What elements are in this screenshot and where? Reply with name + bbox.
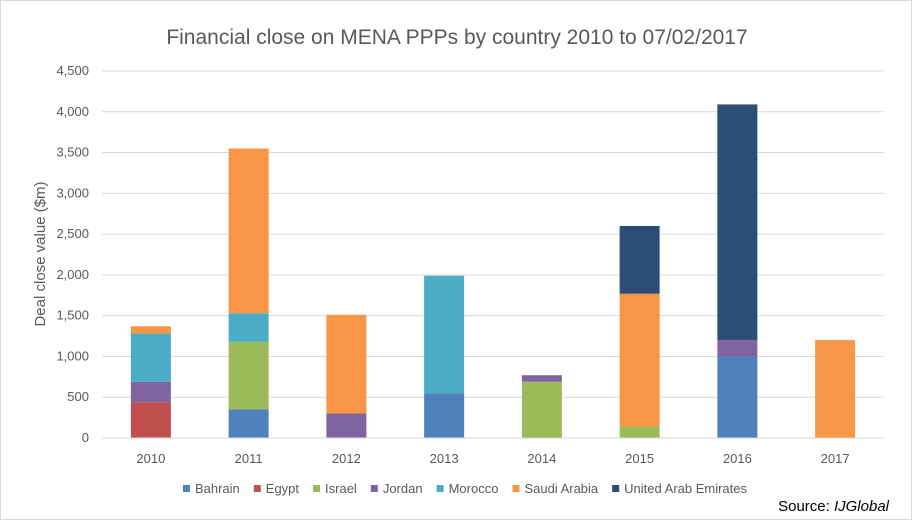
bar-segment xyxy=(228,341,269,410)
bar-segment xyxy=(228,148,269,314)
legend-item: Saudi Arabia xyxy=(512,481,599,496)
y-tick-label: 3,500 xyxy=(56,145,89,160)
legend-label: Jordan xyxy=(383,481,423,496)
x-tick-label: 2010 xyxy=(136,451,165,466)
bar-segment xyxy=(521,375,562,382)
legend-item: Israel xyxy=(313,481,357,496)
source-prefix: Source: xyxy=(778,498,834,515)
bar-segment xyxy=(228,313,269,342)
legend-swatch xyxy=(182,485,190,492)
bar-segment xyxy=(619,293,660,427)
legend-item: United Arab Emirates xyxy=(612,481,748,496)
bar-segment xyxy=(717,340,758,357)
legend-label: United Arab Emirates xyxy=(624,481,747,496)
y-tick-label: 3,000 xyxy=(56,185,89,200)
legend-swatch xyxy=(612,485,620,492)
y-tick-label: 4,000 xyxy=(56,104,89,119)
x-tick-label: 2014 xyxy=(527,451,556,466)
legend-label: Israel xyxy=(325,481,357,496)
chart-title: Financial close on MENA PPPs by country … xyxy=(166,26,747,49)
bar-segment xyxy=(130,402,171,438)
legend-label: Saudi Arabia xyxy=(524,481,598,496)
bar-segment xyxy=(326,314,367,414)
bar-segment xyxy=(619,426,660,438)
gridlines xyxy=(102,70,884,398)
x-tick-label: 2017 xyxy=(821,451,850,466)
legend: Bahrain Egypt Israel Jordan Morocco Saudi Ara… xyxy=(182,481,748,496)
y-tick-label: 500 xyxy=(67,389,89,404)
legend-swatch xyxy=(512,485,520,492)
bar-segment xyxy=(130,381,171,403)
x-tick-label: 2016 xyxy=(723,451,752,466)
y-tick-label: 2,000 xyxy=(56,267,89,282)
bar-segment xyxy=(228,409,269,438)
x-tick-label: 2012 xyxy=(332,451,361,466)
x-tick-label: 2015 xyxy=(625,451,654,466)
source-note: Source: IJGlobal xyxy=(778,498,890,515)
bar-segment xyxy=(326,413,367,438)
y-tick-label: 1,500 xyxy=(56,308,89,323)
legend-label: Bahrain xyxy=(195,481,240,496)
y-axis-title: Deal close value ($m) xyxy=(32,181,49,326)
bars xyxy=(130,104,856,438)
legend-swatch xyxy=(253,485,261,492)
x-tick-label: 2013 xyxy=(430,451,459,466)
bar-segment xyxy=(130,326,171,334)
bar-segment xyxy=(424,393,465,438)
y-tick-label: 4,500 xyxy=(56,63,89,78)
legend-item: Morocco xyxy=(436,481,499,496)
legend-swatch xyxy=(370,485,378,492)
y-tick-label: 2,500 xyxy=(56,226,89,241)
legend-item: Bahrain xyxy=(182,481,240,496)
bar-segment xyxy=(717,356,758,438)
x-tick-label: 2011 xyxy=(235,451,263,466)
bar-segment xyxy=(717,104,758,341)
legend-item: Jordan xyxy=(370,481,423,496)
bar-segment xyxy=(619,225,660,294)
x-axis-ticks: 2010 2011 2012 2013 2014 2015 2016 2017 xyxy=(136,451,849,466)
legend-item: Egypt xyxy=(253,481,300,496)
bar-segment xyxy=(424,275,465,394)
legend-swatch xyxy=(313,485,321,492)
source-name: IJGlobal xyxy=(834,498,890,515)
y-tick-label: 0 xyxy=(82,430,89,445)
legend-label: Morocco xyxy=(449,481,499,496)
bar-segment xyxy=(130,333,171,382)
legend-swatch xyxy=(436,485,444,492)
bar-segment xyxy=(521,381,562,438)
legend-label: Egypt xyxy=(266,481,300,496)
bar-segment xyxy=(815,340,856,438)
y-axis-ticks: 0 500 1,000 1,500 2,000 2,500 3,000 3,500 4,000 4… xyxy=(56,63,89,445)
y-tick-label: 1,000 xyxy=(56,348,89,363)
